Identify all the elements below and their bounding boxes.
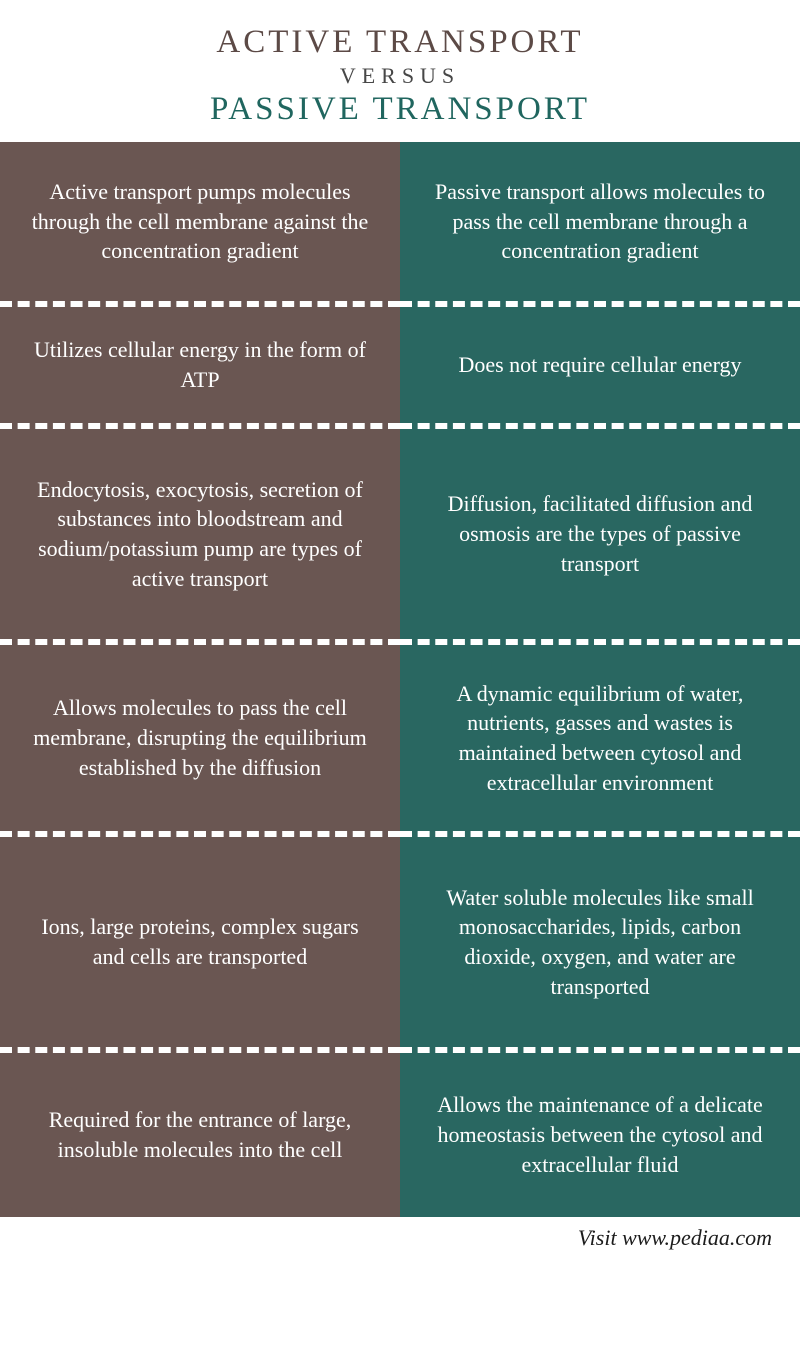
table-row: Utilizes cellular energy in the form of … <box>0 307 400 429</box>
footer-credit: Visit www.pediaa.com <box>0 1217 800 1265</box>
table-row: Water soluble molecules like small monos… <box>400 837 800 1053</box>
table-row: Passive transport allows molecules to pa… <box>400 142 800 307</box>
table-row: Diffusion, facilitated diffusion and osm… <box>400 429 800 645</box>
table-row: Allows the maintenance of a delicate hom… <box>400 1053 800 1217</box>
title-active: ACTIVE TRANSPORT <box>20 24 780 61</box>
title-passive: PASSIVE TRANSPORT <box>20 91 780 128</box>
table-row: Active transport pumps molecules through… <box>0 142 400 307</box>
table-row: Required for the entrance of large, inso… <box>0 1053 400 1217</box>
table-row: Does not require cellular energy <box>400 307 800 429</box>
table-row: Endocytosis, exocytosis, secretion of su… <box>0 429 400 645</box>
title-versus: VERSUS <box>20 63 780 89</box>
comparison-grid: Active transport pumps molecules through… <box>0 142 800 1217</box>
comparison-infographic: ACTIVE TRANSPORT VERSUS PASSIVE TRANSPOR… <box>0 0 800 1265</box>
table-row: Allows molecules to pass the cell membra… <box>0 645 400 837</box>
passive-transport-column: Passive transport allows molecules to pa… <box>400 142 800 1217</box>
table-row: A dynamic equilibrium of water, nutrient… <box>400 645 800 837</box>
active-transport-column: Active transport pumps molecules through… <box>0 142 400 1217</box>
header: ACTIVE TRANSPORT VERSUS PASSIVE TRANSPOR… <box>0 0 800 142</box>
table-row: Ions, large proteins, complex sugars and… <box>0 837 400 1053</box>
